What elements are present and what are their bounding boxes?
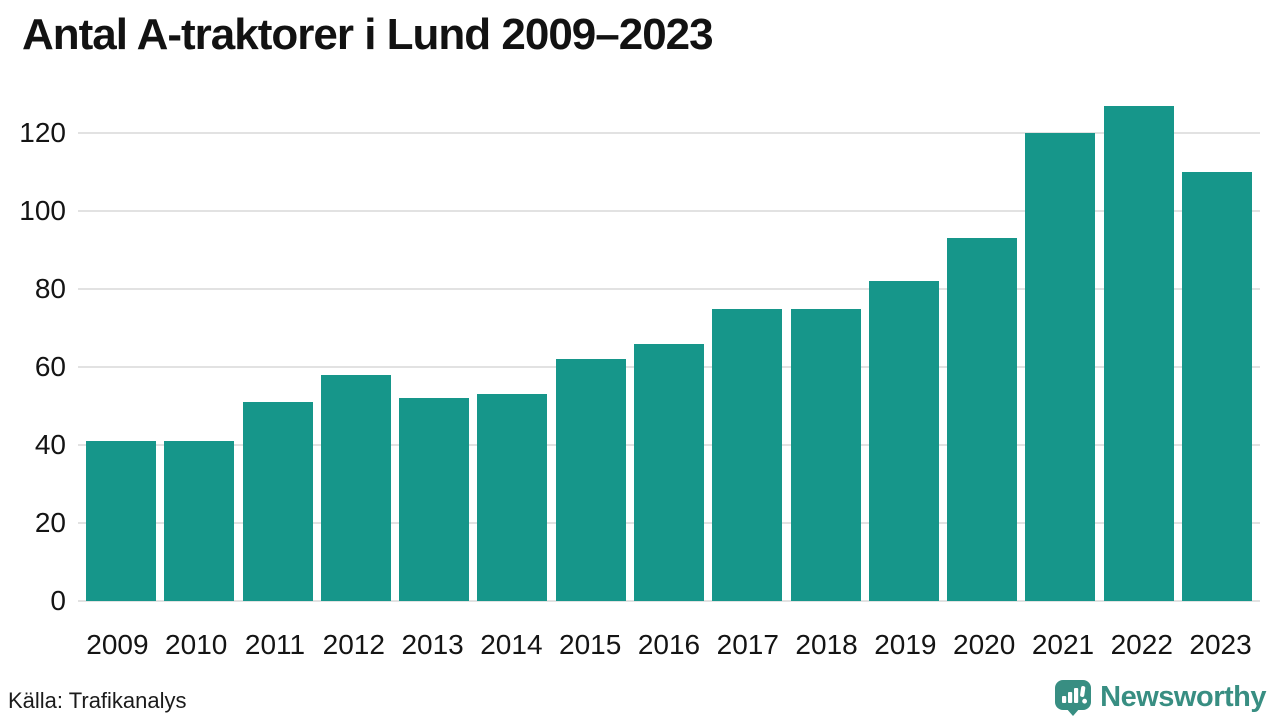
gridline <box>78 210 1260 212</box>
y-tick-label: 20 <box>34 507 66 538</box>
x-tick-label: 2011 <box>244 629 306 660</box>
x-tick-label: 2023 <box>1189 629 1252 660</box>
gridline <box>78 600 1260 602</box>
chart-title: Antal A-traktorer i Lund 2009–2023 <box>22 10 714 59</box>
x-axis: 2009 2010 2011 2012 2013 2014 2015 2016 2017 2018… <box>78 627 1260 663</box>
x-tick-label: 2021 <box>1031 629 1095 660</box>
x-tick-label: 2019 <box>874 629 937 660</box>
y-tick-label: 80 <box>34 273 66 304</box>
x-tick-label: 2010 <box>165 629 228 660</box>
x-tick-label: 2017 <box>716 629 779 660</box>
bar-slot <box>1178 105 1256 601</box>
bar-slot <box>1021 105 1099 601</box>
bar-slot <box>865 105 943 601</box>
bar-2011 <box>242 402 313 601</box>
x-tick-label: 2013 <box>401 629 464 660</box>
bar-2022 <box>1103 105 1174 601</box>
x-tick-label: 2020 <box>953 629 1016 660</box>
bar-2010 <box>164 441 235 601</box>
y-tick-label: 40 <box>34 429 66 460</box>
footer: Källa: Trafikanalys Newsworthy <box>0 674 1280 720</box>
y-tick-label: 100 <box>19 195 66 226</box>
bar-2018 <box>790 308 861 601</box>
bar-slot <box>239 105 317 601</box>
x-tick-label: 2022 <box>1110 629 1173 660</box>
bar-2023 <box>1181 172 1252 601</box>
bar-slot <box>943 105 1021 601</box>
x-tick-label: 2009 <box>86 629 149 660</box>
bar-slot <box>82 105 160 601</box>
bar-slot <box>786 105 864 601</box>
y-axis: 0 20 40 60 80 100 120 <box>0 105 66 615</box>
source-note: Källa: Trafikanalys <box>8 688 187 713</box>
bar-slot <box>317 105 395 601</box>
bar-slot <box>552 105 630 601</box>
bar-2019 <box>868 281 939 601</box>
newsworthy-icon <box>1055 680 1092 716</box>
y-tick-label: 60 <box>34 351 66 382</box>
bar-2012 <box>320 374 391 601</box>
bar-slot <box>160 105 238 601</box>
x-tick-label: 2016 <box>637 629 701 660</box>
bar-2009 <box>86 441 157 601</box>
x-tick-label: 2018 <box>795 629 858 660</box>
bar-2014 <box>477 394 548 601</box>
newsworthy-wordmark: Newsworthy <box>1100 681 1266 713</box>
newsworthy-logo: Newsworthy <box>1054 679 1266 716</box>
gridline <box>78 288 1260 290</box>
bar-2020 <box>947 238 1018 601</box>
bar-2021 <box>1025 133 1096 601</box>
x-tick-label: 2015 <box>559 629 622 660</box>
y-tick-label: 120 <box>19 117 66 148</box>
bar-slot <box>473 105 551 601</box>
plot-area <box>78 105 1260 602</box>
bars <box>78 105 1260 601</box>
bar-slot <box>1099 105 1177 601</box>
bar-slot <box>630 105 708 601</box>
bar-slot <box>395 105 473 601</box>
x-tick-label: 2014 <box>480 629 543 660</box>
bar-2015 <box>555 359 626 601</box>
y-tick-label: 0 <box>50 585 66 616</box>
bar-2017 <box>712 308 783 601</box>
x-tick-label: 2012 <box>322 629 385 660</box>
bar-2013 <box>399 398 470 601</box>
bar-slot <box>708 105 786 601</box>
gridline <box>78 132 1260 134</box>
bar-2016 <box>633 343 704 601</box>
